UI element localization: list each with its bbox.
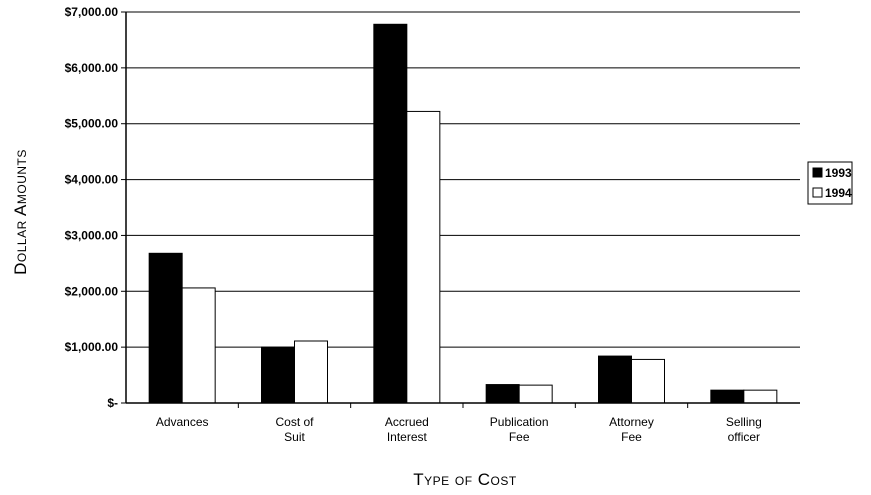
legend-swatch-1994 — [812, 187, 823, 198]
bar-1994 — [294, 340, 328, 404]
x-category-labels: Advances Cost of Suit Accrued Interest Public… — [156, 415, 762, 444]
bar-1994 — [181, 287, 216, 404]
bar-1993 — [598, 355, 632, 404]
y-tick-label: $7,000.00 — [65, 5, 119, 19]
x-category-label: Publication Fee — [490, 415, 549, 444]
bar-1993 — [148, 252, 183, 404]
x-category-label: Cost of Suit — [275, 415, 314, 444]
y-tick-label: $- — [107, 396, 118, 410]
x-category-label: Accrued Interest — [385, 415, 429, 444]
bar-1994 — [518, 384, 553, 404]
bar-1993 — [261, 346, 295, 404]
x-category-label: Selling officer — [726, 415, 762, 444]
y-axis-title: Dollar Amounts — [11, 149, 30, 275]
y-tick-label: $6,000.00 — [65, 61, 119, 75]
gridlines — [126, 11, 800, 348]
bar-1994 — [743, 389, 778, 404]
legend-label-1993: 1993 — [825, 166, 852, 180]
bar-1993 — [485, 384, 520, 404]
x-axis-title: Type of Cost — [413, 470, 517, 489]
y-tick-label: $5,000.00 — [65, 117, 119, 131]
y-tick-label: $1,000.00 — [65, 340, 119, 354]
y-tick-labels: $- $1,000.00 $2,000.00 $3,000.00 $4,000.00 $5… — [65, 5, 119, 410]
bars — [148, 23, 778, 404]
bar-1993 — [710, 389, 745, 404]
y-tick-label: $4,000.00 — [65, 173, 119, 187]
legend: 1993 1994 — [807, 161, 853, 205]
bar-1994 — [406, 110, 441, 404]
x-category-label: Attorney Fee — [609, 415, 654, 444]
y-tick-label: $2,000.00 — [65, 284, 119, 298]
bar-1993 — [373, 23, 408, 404]
bar-1994 — [631, 358, 665, 404]
y-tick-label: $3,000.00 — [65, 228, 119, 242]
axes — [121, 11, 800, 408]
legend-label-1994: 1994 — [825, 186, 852, 200]
legend-swatch-1993 — [812, 167, 823, 178]
x-category-label: Advances — [156, 415, 209, 429]
